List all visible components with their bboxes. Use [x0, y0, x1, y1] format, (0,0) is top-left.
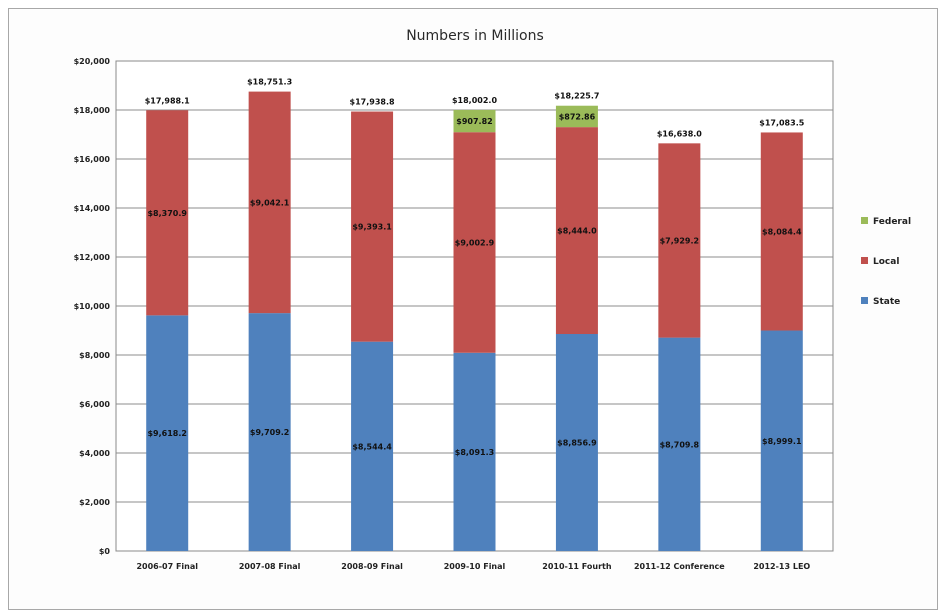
y-tick-label: $14,000 [74, 204, 111, 213]
chart-frame: Numbers in Millions $0 $2,000 $4,000 $6,000… [8, 8, 938, 610]
bar-state [555, 334, 598, 551]
data-label: $9,393.1 [352, 223, 392, 232]
x-tick-label: 2007-08 Final [239, 562, 301, 571]
bar-federal [555, 105, 598, 128]
bars: $9,618.2 $8,370.9 $17,988.1 $9,709.2 $9,042.… [145, 78, 805, 551]
y-tick-label: $8,000 [79, 351, 110, 360]
legend: Federal Local State [861, 217, 911, 307]
data-label: $9,618.2 [147, 429, 186, 438]
data-label: $8,091.3 [455, 448, 494, 457]
bar-state [248, 313, 291, 551]
bar-state [453, 352, 496, 551]
legend-swatch-federal [861, 217, 868, 224]
data-label: $8,084.4 [762, 227, 802, 236]
data-label: $9,002.9 [455, 238, 495, 247]
y-tick-label: $2,000 [79, 498, 110, 507]
y-tick-label: $0 [99, 547, 111, 556]
x-tick-label: 2008-09 Final [341, 562, 403, 571]
bar-state [760, 330, 803, 551]
y-tick-label: $6,000 [79, 400, 110, 409]
x-tick-label: 2012-13 LEO [753, 562, 810, 571]
bar-local [351, 111, 394, 342]
y-tick-label: $4,000 [79, 449, 110, 458]
data-label: $8,544.4 [352, 442, 392, 451]
x-tick-label: 2011-12 Conference [634, 562, 725, 571]
y-tick-label: $12,000 [74, 253, 111, 262]
bar-state [351, 341, 394, 551]
bar-local [555, 127, 598, 335]
total-label: $17,988.1 [145, 96, 190, 105]
y-tick-label: $18,000 [74, 106, 111, 115]
data-label: $8,709.8 [660, 440, 700, 449]
data-label: $9,709.2 [250, 428, 289, 437]
total-label: $16,638.0 [657, 129, 702, 138]
bar-local [248, 91, 291, 314]
bar-local [760, 132, 803, 331]
total-label: $18,751.3 [247, 78, 292, 87]
bar-local [453, 132, 496, 353]
chart-title: Numbers in Millions [406, 28, 544, 44]
legend-label-local: Local [873, 257, 899, 267]
x-axis-ticks: 2006-07 Final 2007-08 Final 2008-09 Final 2… [136, 562, 810, 571]
total-label: $18,002.0 [452, 96, 497, 105]
bar-state [146, 315, 189, 551]
x-tick-label: 2006-07 Final [136, 562, 198, 571]
legend-swatch-local [861, 257, 868, 264]
total-label: $17,938.8 [350, 98, 395, 107]
y-tick-label: $20,000 [74, 57, 111, 66]
data-label: $907.82 [456, 117, 492, 126]
y-axis-ticks: $0 $2,000 $4,000 $6,000 $8,000 $10,000 $12,000… [74, 57, 111, 556]
legend-label-federal: Federal [873, 217, 911, 227]
data-label: $7,929.2 [660, 236, 699, 245]
bar-state [658, 337, 701, 551]
total-label: $18,225.7 [554, 92, 599, 101]
y-tick-label: $16,000 [74, 155, 111, 164]
data-label: $9,042.1 [250, 198, 290, 207]
data-label: $8,370.9 [147, 209, 187, 218]
data-label: $8,999.1 [762, 437, 802, 446]
legend-swatch-state [861, 297, 868, 304]
bar-federal [453, 109, 496, 133]
x-tick-label: 2009-10 Final [444, 562, 506, 571]
data-label: $872.86 [559, 112, 596, 121]
legend-label-state: State [873, 297, 900, 307]
bar-local [658, 143, 701, 338]
stacked-bar-chart: Numbers in Millions $0 $2,000 $4,000 $6,000… [74, 28, 911, 571]
total-label: $17,083.5 [759, 118, 804, 127]
x-tick-label: 2010-11 Fourth [542, 562, 612, 571]
data-label: $8,444.0 [557, 227, 597, 236]
y-tick-label: $10,000 [74, 302, 111, 311]
bar-local [146, 110, 189, 316]
data-label: $8,856.9 [557, 439, 597, 448]
